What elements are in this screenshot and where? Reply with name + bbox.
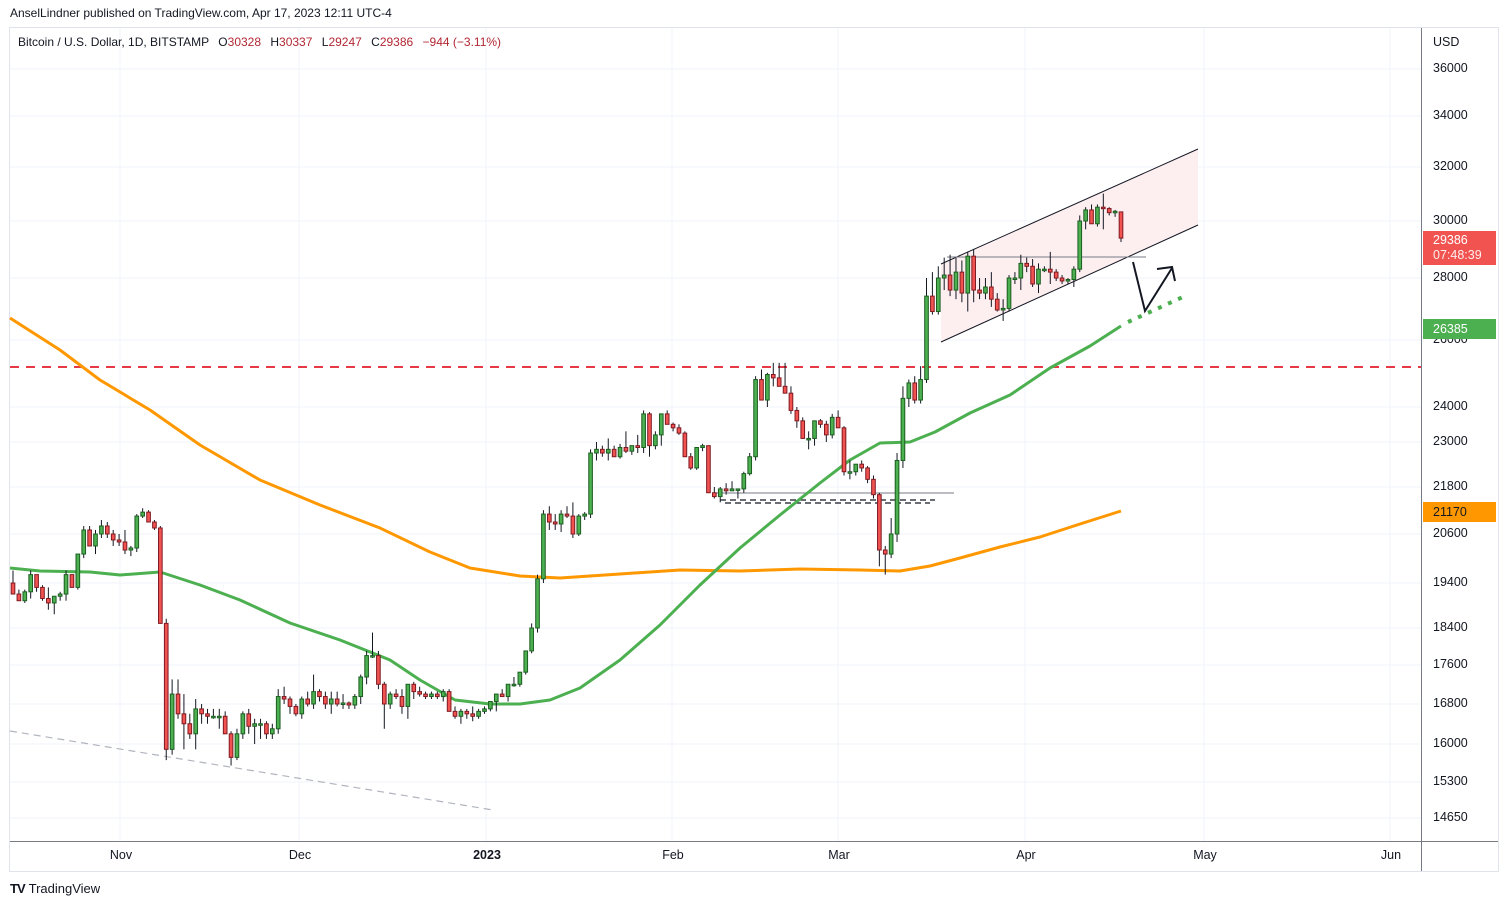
low-value: 29247 bbox=[328, 35, 362, 49]
time-tick: Mar bbox=[828, 848, 850, 862]
price-tick: 20600 bbox=[1433, 526, 1468, 540]
currency-label: USD bbox=[1433, 35, 1460, 49]
ma-fast-line[interactable] bbox=[9, 324, 1122, 706]
time-tick: 2023 bbox=[473, 848, 501, 862]
footer-brand[interactable]: TV TradingView bbox=[10, 881, 100, 896]
symbol-title: Bitcoin / U.S. Dollar, 1D, BITSTAMP bbox=[18, 35, 209, 49]
time-tick: May bbox=[1193, 848, 1217, 862]
projection-arrow[interactable] bbox=[1132, 261, 1176, 314]
price-tick: 16000 bbox=[1433, 736, 1468, 750]
bar-countdown: 07:48:39 bbox=[1433, 248, 1482, 262]
ascending-channel[interactable] bbox=[940, 148, 1199, 343]
price-tick: 23000 bbox=[1433, 434, 1468, 448]
close-label: C bbox=[371, 35, 380, 49]
price-tick: 15300 bbox=[1433, 774, 1468, 788]
change-value: −944 (−3.11%) bbox=[422, 35, 502, 49]
price-tick: 28000 bbox=[1433, 270, 1468, 284]
ma-slow-tag: 21170 bbox=[1423, 502, 1496, 522]
price-tick: 14650 bbox=[1433, 810, 1468, 824]
chart-legend: Bitcoin / U.S. Dollar, 1D, BITSTAMP O303… bbox=[18, 35, 501, 49]
grid bbox=[10, 28, 1421, 841]
last-price-tag: 29386 07:48:39 bbox=[1423, 231, 1496, 265]
ma-fast-projection[interactable] bbox=[1127, 294, 1186, 324]
open-label: O bbox=[218, 35, 228, 49]
price-tick: 19400 bbox=[1433, 575, 1468, 589]
price-tick: 18400 bbox=[1433, 620, 1468, 634]
time-tick: Apr bbox=[1016, 848, 1036, 862]
high-value: 30337 bbox=[279, 35, 313, 49]
price-tick: 24000 bbox=[1433, 399, 1468, 413]
candles[interactable] bbox=[10, 193, 1124, 766]
ma-fast-tag: 26385 bbox=[1423, 319, 1496, 339]
open-value: 30328 bbox=[227, 35, 262, 49]
time-tick: Jun bbox=[1380, 848, 1402, 862]
time-tick: Nov bbox=[109, 848, 133, 862]
close-value: 29386 bbox=[379, 35, 414, 49]
tradingview-logo-icon: TV bbox=[10, 881, 26, 896]
time-tick: Dec bbox=[288, 848, 312, 862]
price-tick: 32000 bbox=[1433, 159, 1468, 173]
price-tick: 34000 bbox=[1433, 108, 1468, 122]
brand-name: TradingView bbox=[28, 881, 101, 896]
last-price-value: 29386 bbox=[1433, 233, 1468, 247]
price-tick: 16800 bbox=[1433, 696, 1468, 710]
ma-slow-line[interactable] bbox=[9, 316, 1122, 580]
time-tick: Feb bbox=[662, 848, 684, 862]
price-tick: 36000 bbox=[1433, 61, 1468, 75]
price-tick: 30000 bbox=[1433, 213, 1468, 227]
low-label: L bbox=[321, 35, 329, 49]
price-tick: 21800 bbox=[1433, 479, 1468, 493]
trendline-dashed[interactable] bbox=[9, 730, 494, 811]
publisher-line: AnselLindner published on TradingView.co… bbox=[10, 6, 392, 20]
price-tick: 17600 bbox=[1433, 657, 1468, 671]
high-label: H bbox=[270, 35, 280, 49]
